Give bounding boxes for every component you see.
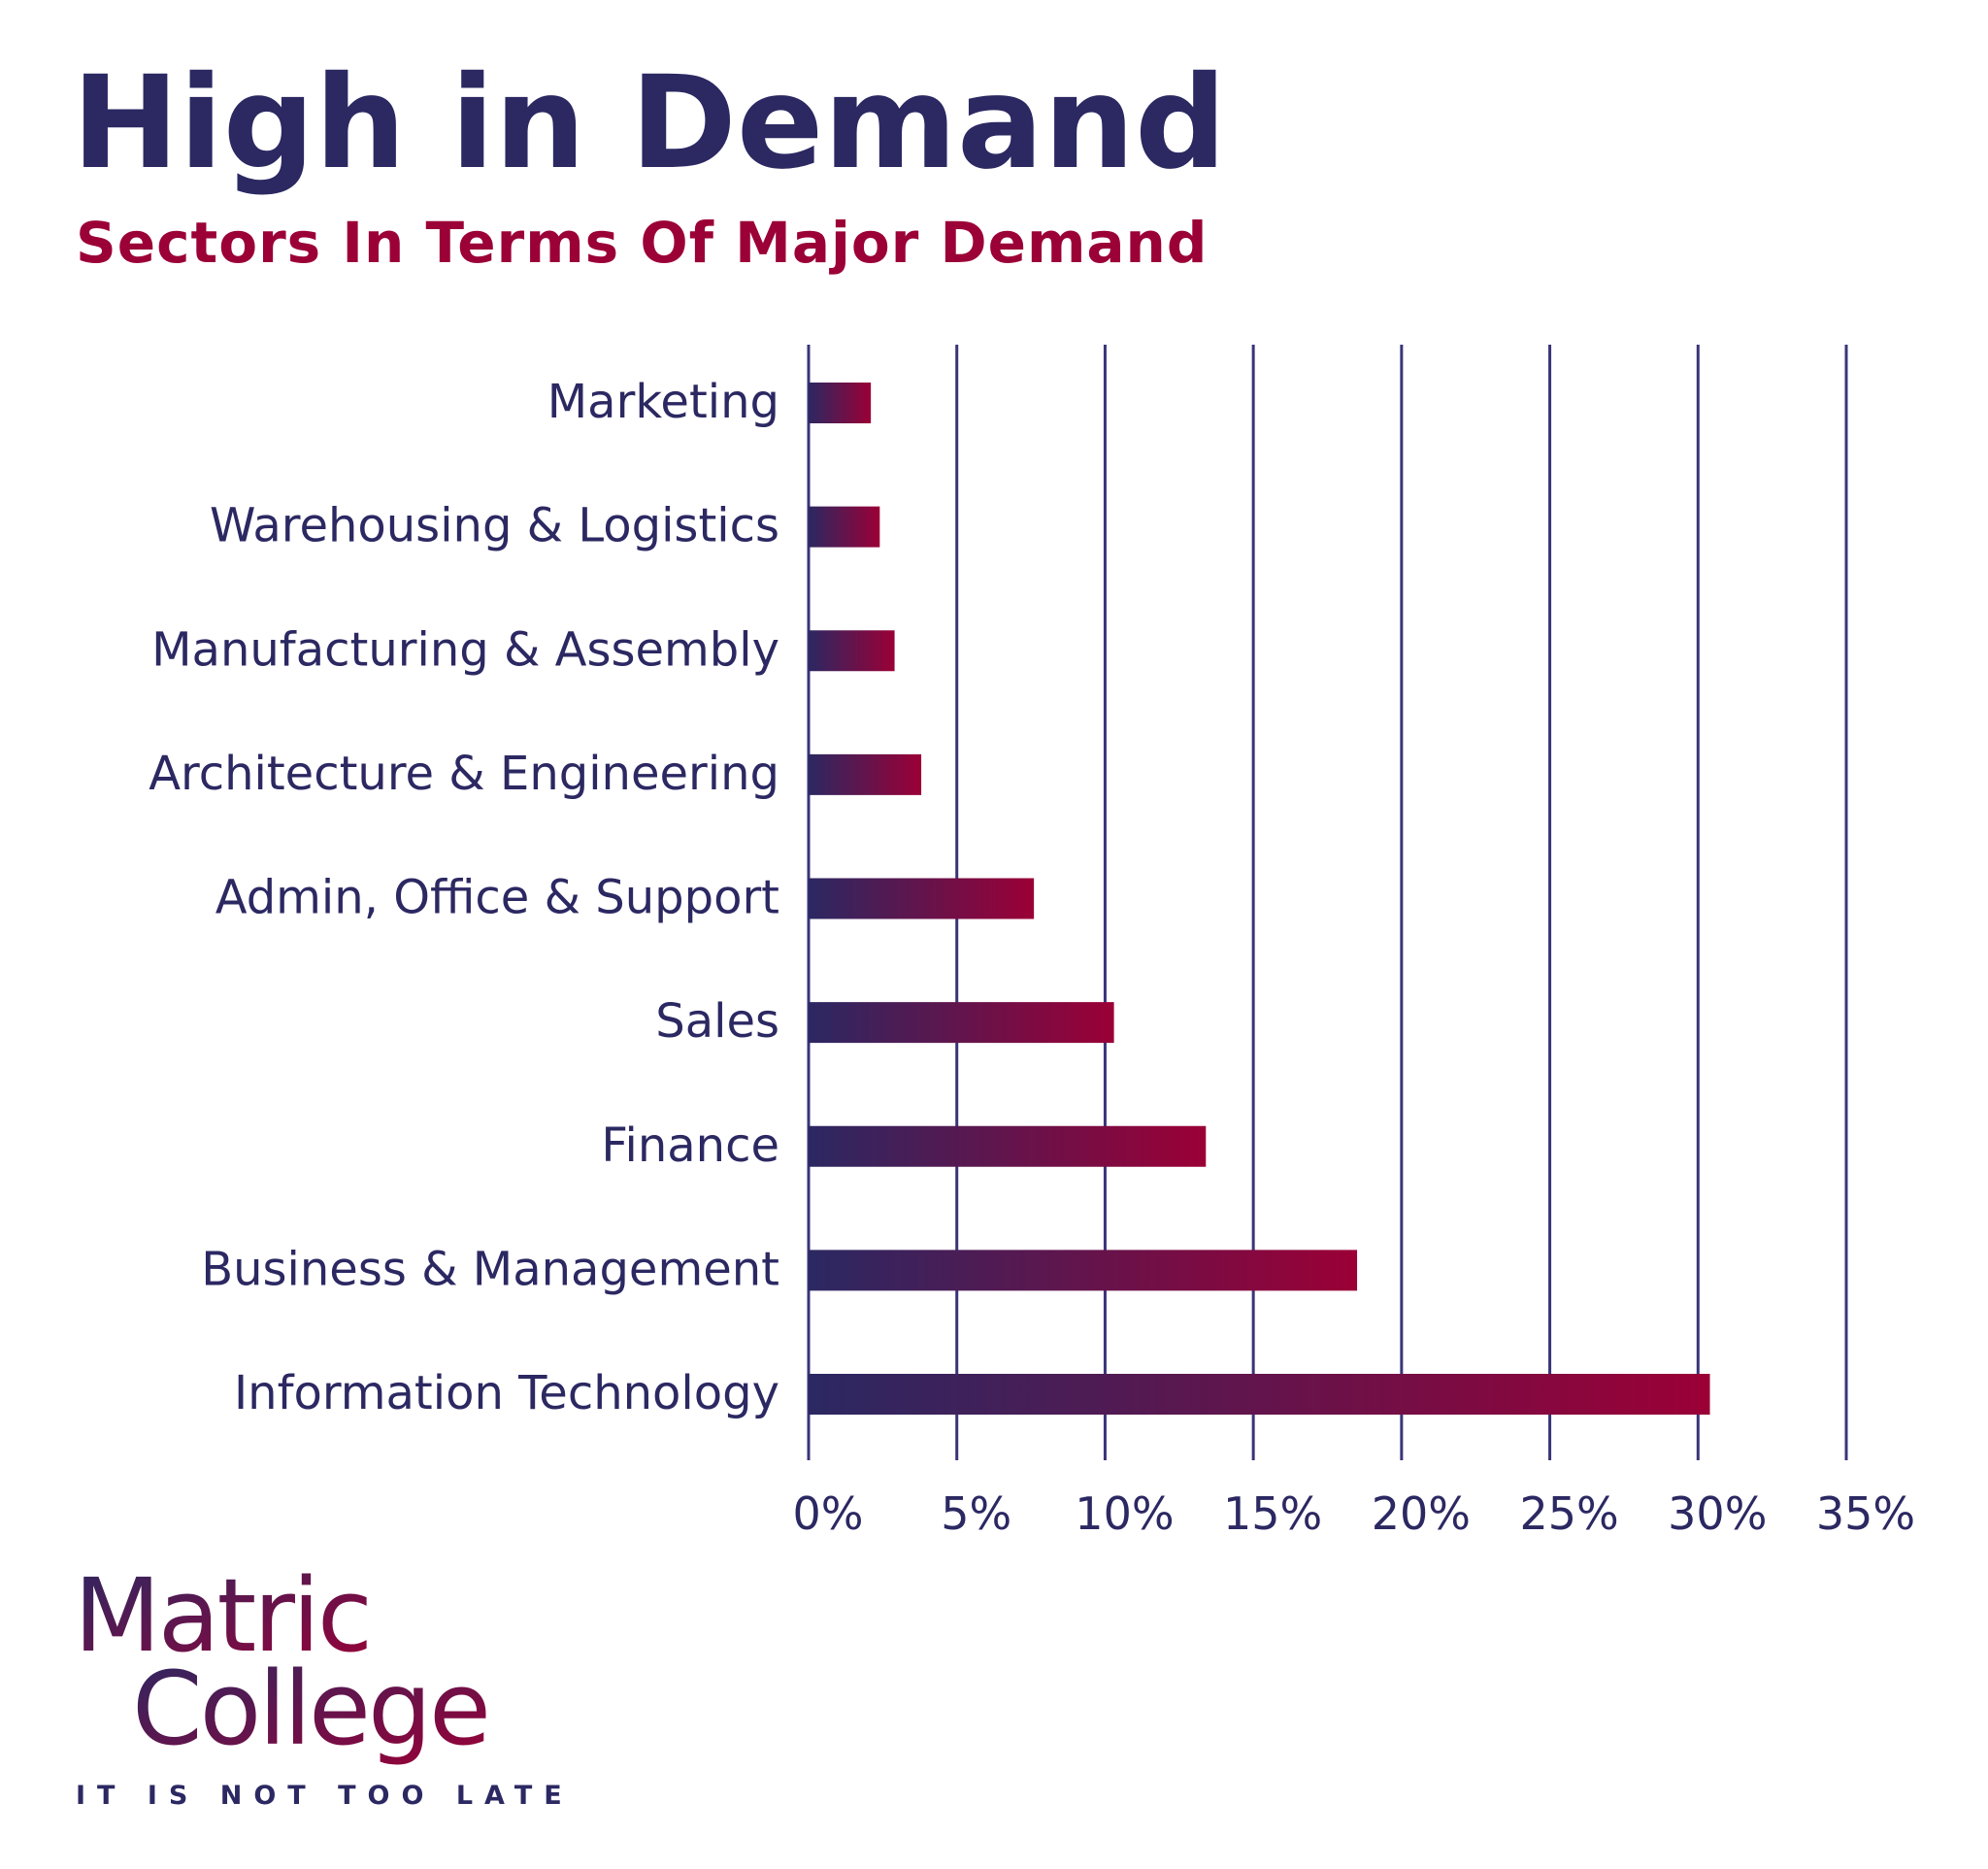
bar xyxy=(809,506,880,548)
bar xyxy=(809,1125,1207,1167)
logo-line1: Matric xyxy=(74,1556,370,1675)
x-tick-label: 30% xyxy=(1668,1487,1767,1540)
bar xyxy=(809,1250,1358,1291)
y-tick-label: Business & Management xyxy=(201,1242,779,1296)
bar xyxy=(809,630,895,672)
logo-line2: College xyxy=(132,1650,488,1768)
x-tick-label: 0% xyxy=(793,1487,864,1540)
y-tick-label: Warehousing & Logistics xyxy=(210,499,779,553)
y-tick-label: Architecture & Engineering xyxy=(149,747,779,801)
x-tick-label: 25% xyxy=(1519,1487,1618,1540)
plot-area: 0% 5% 10% 15% 20% 25% 30% 35% Marketing Warehousi… xyxy=(149,345,1915,1540)
bar xyxy=(809,878,1035,919)
y-tick-label: Finance xyxy=(601,1118,779,1173)
x-tick-label: 15% xyxy=(1223,1487,1322,1540)
x-tick-label: 20% xyxy=(1372,1487,1471,1540)
logo-tagline: IT IS NOT TOO LATE xyxy=(76,1781,574,1811)
chart-title: High in Demand xyxy=(72,49,1226,198)
bar xyxy=(809,1002,1114,1044)
y-tick-label: Manufacturing & Assembly xyxy=(151,622,779,677)
y-tick-label: Marketing xyxy=(547,375,779,429)
bar xyxy=(809,383,872,423)
chart-subtitle: Sectors In Terms Of Major Demand xyxy=(76,210,1208,276)
x-tick-label: 10% xyxy=(1075,1487,1174,1540)
bar xyxy=(809,753,922,795)
x-tick-label: 35% xyxy=(1816,1487,1915,1540)
x-tick-label: 5% xyxy=(941,1487,1011,1540)
y-tick-label: Admin, Office & Support xyxy=(215,871,779,925)
y-tick-label: Sales xyxy=(655,994,779,1049)
bar xyxy=(809,1374,1710,1415)
y-tick-label: Information Technology xyxy=(234,1366,779,1420)
